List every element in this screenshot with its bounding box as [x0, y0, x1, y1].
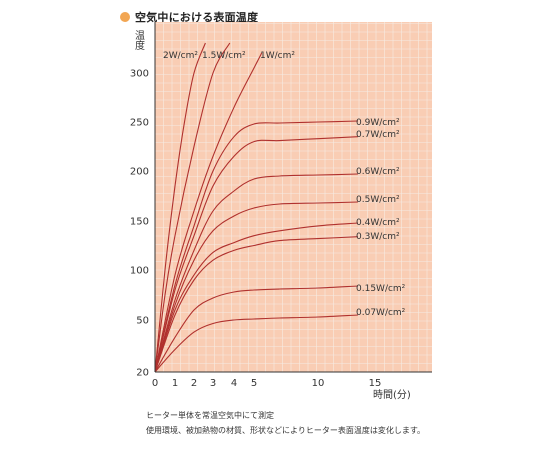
x-tick-label: 2: [191, 378, 197, 389]
chart-title: 空気中における表面温度: [135, 11, 259, 24]
series-line: [154, 236, 358, 373]
plot-background: [155, 22, 432, 372]
series-line: [154, 42, 231, 373]
x-tick-label: 5: [251, 378, 257, 389]
curve-labels: 2W/cm² 1.5W/cm² 1W/cm² 0.9W/cm² 0.7W/cm² 0.6W…: [163, 51, 406, 318]
disclaimer-note: 使用環境、被加熱物の材質、形状などによりヒーター表面温度は変化します。: [146, 426, 426, 435]
x-tick-label: 1: [172, 378, 178, 389]
series-label: 1.5W/cm²: [202, 51, 246, 61]
axes: [154, 22, 432, 373]
measurement-note: ヒーター単体を常温空気中にて測定: [146, 411, 274, 420]
x-tick-label: 4: [231, 378, 237, 389]
y-tick-label: 200: [130, 167, 149, 178]
series-line: [154, 222, 358, 373]
x-axis-label: 時間(分): [373, 389, 411, 401]
y-tick-label: 20: [136, 368, 149, 379]
bullet-icon: [120, 12, 130, 22]
y-tick-label: 150: [130, 217, 149, 228]
series-label: 0.5W/cm²: [356, 195, 400, 205]
tick-labels: 0 1 2 3 4 5 10 15 20 50 100 150 200 250 300 時間(分) 温度: [130, 30, 411, 401]
y-tick-label: 50: [136, 316, 149, 327]
series-line: [154, 173, 358, 373]
series-label: 1W/cm²: [260, 51, 295, 61]
series-label: 0.4W/cm²: [356, 218, 400, 228]
y-tick-label: 250: [130, 118, 149, 129]
series-label: 0.15W/cm²: [356, 284, 406, 294]
series-line: [154, 285, 358, 373]
series-label: 0.9W/cm²: [356, 118, 400, 128]
series-line: [154, 201, 358, 373]
y-tick-label: 300: [130, 69, 149, 80]
series-label: 0.6W/cm²: [356, 167, 400, 177]
series-line: [154, 42, 206, 373]
series-line: [154, 120, 358, 373]
x-tick-label: 10: [312, 378, 325, 389]
series-label: 2W/cm²: [163, 51, 198, 61]
y-axis-label: 温度: [133, 30, 145, 51]
series-label: 0.07W/cm²: [356, 308, 406, 318]
x-tick-label: 15: [369, 378, 382, 389]
chart-title-row: 空気中における表面温度: [120, 9, 258, 25]
series-line: [154, 314, 358, 373]
y-tick-label: 100: [130, 266, 149, 277]
series-line: [154, 52, 263, 373]
curves: [154, 42, 358, 373]
series-label: 0.3W/cm²: [356, 232, 400, 242]
series-line: [154, 136, 358, 373]
series-label: 0.7W/cm²: [356, 130, 400, 140]
x-tick-label: 3: [210, 378, 216, 389]
x-tick-label: 0: [152, 378, 158, 389]
